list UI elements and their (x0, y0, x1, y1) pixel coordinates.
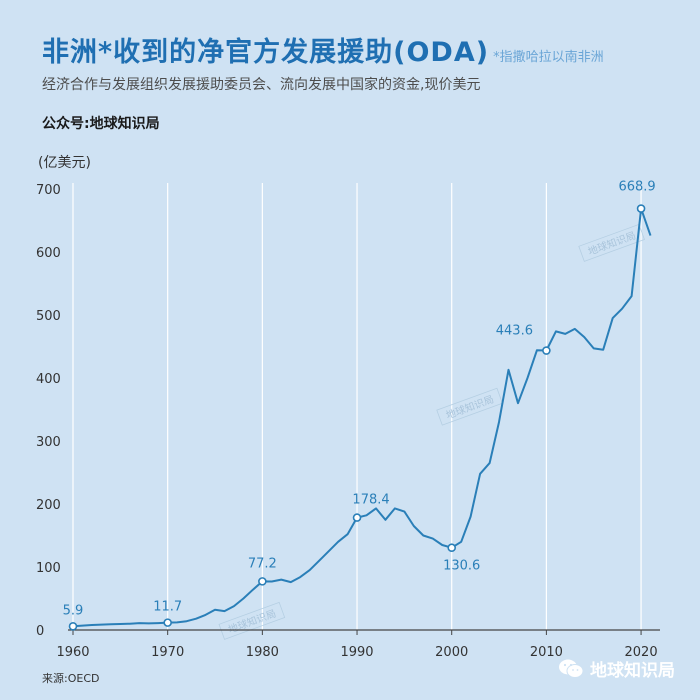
account-name: 公众号:地球知识局 (42, 116, 160, 132)
chart-subtitle: 经济合作与发展组织发展援助委员会、流向发展中国家的资金,现价美元 (42, 77, 481, 93)
y-tick-label: 200 (36, 498, 61, 513)
watermark-box (436, 387, 503, 426)
data-point-marker (163, 618, 172, 627)
data-point-marker (447, 543, 457, 553)
data-point-marker (636, 204, 646, 213)
series-line (72, 207, 652, 628)
data-label: 11.7 (153, 600, 182, 615)
y-tick-label: 400 (36, 372, 61, 387)
x-tick-label: 2000 (435, 645, 468, 660)
data-point-marker (258, 577, 267, 586)
line-layer (72, 207, 652, 628)
title-note: *指撒哈拉以南非洲 (493, 50, 604, 65)
watermark-box (218, 601, 286, 640)
wechat-icon (559, 659, 584, 678)
watermark-text: 地球知识局 (226, 607, 277, 636)
y-axis-unit-label: (亿美元) (38, 155, 91, 171)
data-label: 77.2 (248, 556, 277, 571)
watermark-box (578, 223, 645, 262)
data-label: 668.9 (618, 180, 655, 195)
title-row: 非洲*收到的净官方发展援助(ODA) *指撒哈拉以南非洲 (42, 30, 604, 69)
data-point-marker (352, 513, 362, 522)
watermark: 地球知识局 (436, 387, 503, 426)
data-label: 443.6 (496, 324, 533, 339)
data-point-marker (68, 621, 78, 631)
x-tick-label: 1980 (246, 645, 279, 660)
x-tick-label: 2010 (530, 645, 563, 660)
y-tick-label: 500 (36, 309, 61, 324)
source-note: 来源:OECD (42, 672, 100, 685)
x-tick-label: 2020 (625, 645, 658, 660)
watermark: 地球知识局 (578, 223, 645, 262)
x-tick-label: 1990 (340, 645, 373, 660)
data-label: 5.9 (63, 603, 84, 618)
data-point-marker (542, 346, 551, 355)
y-tick-label: 700 (36, 183, 61, 198)
y-tick-label: 600 (36, 246, 61, 261)
axis-layer: 1960 1970 1980 1990 2000 2010 2020 0 100 200 300 40… (36, 183, 660, 660)
y-tick-label: 0 (36, 624, 44, 639)
y-tick-label: 100 (36, 561, 61, 576)
chart-title: 非洲*收到的净官方发展援助(ODA) (42, 37, 490, 68)
grid-layer (72, 183, 642, 630)
brand-name: 地球知识局 (590, 661, 675, 681)
x-tick-label: 1960 (56, 645, 89, 660)
x-tick-label: 1970 (151, 645, 184, 660)
data-label: 178.4 (352, 493, 389, 508)
data-label: 130.6 (443, 559, 480, 574)
marker-layer: 5.9 11.7 77.2 178.4 130.6 443.6 668.9 (63, 180, 656, 631)
brand-logo: 地球知识局 (558, 656, 675, 681)
y-tick-label: 300 (36, 435, 61, 450)
watermark-text: 地球知识局 (586, 229, 637, 258)
